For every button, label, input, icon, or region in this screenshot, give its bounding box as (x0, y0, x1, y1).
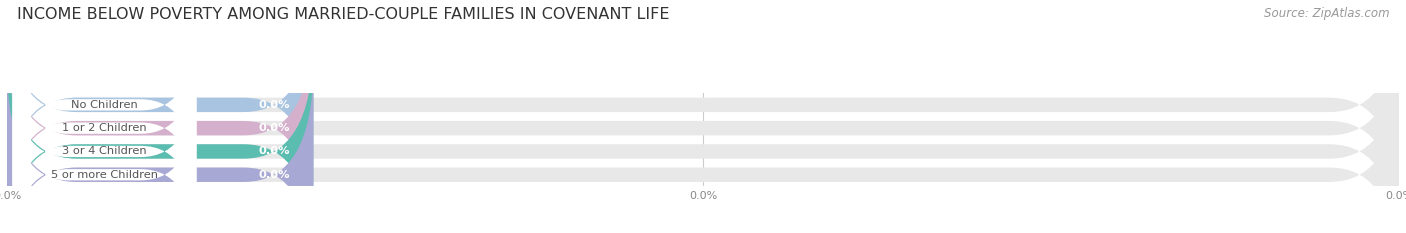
Text: 0.0%: 0.0% (259, 123, 290, 133)
Text: 5 or more Children: 5 or more Children (51, 170, 157, 180)
Text: Source: ZipAtlas.com: Source: ZipAtlas.com (1264, 7, 1389, 20)
FancyBboxPatch shape (7, 42, 314, 233)
Text: 0.0%: 0.0% (259, 170, 290, 180)
Text: 0.0%: 0.0% (259, 147, 290, 156)
FancyBboxPatch shape (7, 65, 1399, 233)
Text: INCOME BELOW POVERTY AMONG MARRIED-COUPLE FAMILIES IN COVENANT LIFE: INCOME BELOW POVERTY AMONG MARRIED-COUPL… (17, 7, 669, 22)
FancyBboxPatch shape (7, 0, 1399, 214)
FancyBboxPatch shape (7, 19, 314, 233)
Text: 1 or 2 Children: 1 or 2 Children (62, 123, 146, 133)
Text: No Children: No Children (72, 100, 138, 110)
Text: 3 or 4 Children: 3 or 4 Children (62, 147, 146, 156)
FancyBboxPatch shape (7, 65, 314, 233)
FancyBboxPatch shape (13, 87, 197, 233)
FancyBboxPatch shape (7, 19, 1399, 233)
Text: 0.0%: 0.0% (259, 100, 290, 110)
FancyBboxPatch shape (13, 64, 197, 233)
FancyBboxPatch shape (7, 42, 1399, 233)
FancyBboxPatch shape (13, 41, 197, 216)
FancyBboxPatch shape (13, 17, 197, 192)
FancyBboxPatch shape (7, 0, 314, 214)
